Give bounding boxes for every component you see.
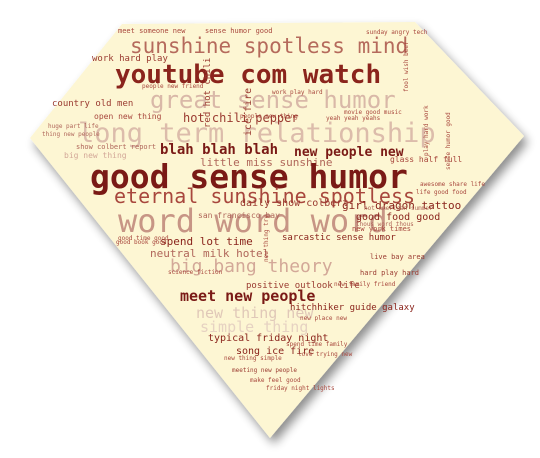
word-work-hard-play: work hard play [92, 54, 168, 64]
word-great-sense-humor: great sense humor [150, 86, 396, 114]
word-spend-time-family: spend time family [286, 341, 348, 348]
word-sarcastic-sense-humor: sarcastic sense humor [282, 233, 396, 243]
word-huge-part-life: huge part life [48, 123, 99, 130]
word-big-bang-theory: big bang theory [170, 256, 333, 277]
word-spend-lot-time: spend lot time [160, 235, 253, 248]
word-positive-outlook: positive outlook life [246, 281, 360, 291]
word-new-people-new: new people new [294, 145, 404, 160]
word-country-old-men: country old men [52, 99, 134, 109]
word-new-thing-try: new thing try [263, 215, 270, 262]
word-people-new-friend: people new friend [142, 83, 204, 90]
word-ice-fire: ice fire [243, 87, 254, 136]
word-movie-good-music: movie good music [344, 109, 402, 116]
word-song-ice-fire: song ice fire [236, 346, 315, 357]
word-show-colbert-report: show colbert report [76, 143, 157, 151]
word-play-hard-work: play hard work [423, 105, 430, 156]
word-neutral-milk-hotel: neutral milk hotel [150, 247, 270, 260]
word-hard-play-hard: hard play hard [360, 269, 420, 277]
word-meet-new-people: meet new people [180, 287, 316, 305]
word-new-york-times: new york times [352, 225, 412, 233]
word-good-book-good: good book good [116, 239, 167, 246]
word-friday-night-lights: friday night lights [266, 385, 335, 392]
word-live-bay-area: live bay area [370, 253, 425, 261]
word-new-thing-new: new thing new [196, 304, 314, 322]
word-sense-humor-good: sense humor good [205, 27, 273, 35]
word-sunshine-spotless-mind: sunshine spotless mind [130, 34, 409, 58]
word-long-term: long term relationship [78, 118, 436, 149]
word-fool-wish-beer: fool wish beer [403, 41, 410, 92]
word-sunday-angry-tech: sunday angry tech [366, 29, 428, 36]
word-new-place-new: new place new [300, 315, 347, 322]
word-good-sense-humor: good sense humor [90, 157, 408, 196]
word-open-new-thing: open new thing [94, 112, 162, 121]
word-new-thing-simple: new thing simple [224, 355, 282, 362]
word-meet-someone-new: meet someone new [118, 27, 186, 35]
word-youtube-com-watch: youtube com watch [115, 60, 382, 90]
word-red-hot-chili: red hot chili [203, 57, 213, 128]
word-work-play-hard: work play hard [272, 89, 323, 96]
word-thing-new-people: thing new people [42, 131, 100, 138]
word-people-new-thing: people new thing [240, 113, 298, 120]
word-glass-half-full: glass half full [390, 155, 463, 164]
word-good-food-good: good food good [356, 212, 441, 223]
word-make-feel-good: make feel good [250, 377, 301, 384]
word-awesome-share-life: awesome share life [420, 181, 486, 188]
word-blah-blah-blah: blah blah blah [160, 142, 279, 158]
word-hot-american-summer: hot american summer [364, 205, 433, 212]
diamond-polygon [30, 22, 524, 438]
word-new-family-friend: new family friend [334, 281, 396, 288]
word-daily-show-colbert: daily show colbert [240, 198, 349, 209]
word-big-new-thing: big new thing [64, 151, 127, 160]
word-life-good-food: life good food [416, 189, 467, 196]
word-word-word-word: word word word [118, 202, 388, 240]
word-hitchhiker: hitchhiker guide galaxy [290, 303, 415, 313]
word-girl-dragon-tattoo: girl dragon tattoo [342, 199, 462, 212]
word-thous-word-thous: thous word thous [356, 221, 414, 228]
word-love-trying-new: love trying new [298, 351, 353, 358]
word-meeting-new-people: meeting new people [232, 367, 298, 374]
word-typical-friday-night: typical friday night [208, 333, 329, 344]
word-simple-thing: simple thing [200, 318, 309, 336]
word-eternal-sunshine: eternal sunshine spotless [114, 184, 416, 208]
word-good-time-good: good time good [118, 235, 169, 242]
word-sense-humor-good-v: sense humor good [445, 112, 452, 170]
word-science-fiction: science fiction [168, 269, 223, 276]
word-yeah-yeah-yeahs: yeah yeah yeahs [326, 115, 381, 122]
word-little-miss-sunshine: little miss sunshine [200, 156, 333, 169]
word-san-francisco-bay: san francisco bay [198, 211, 280, 220]
word-hot-chili-pepper: hot chili pepper [183, 111, 299, 125]
